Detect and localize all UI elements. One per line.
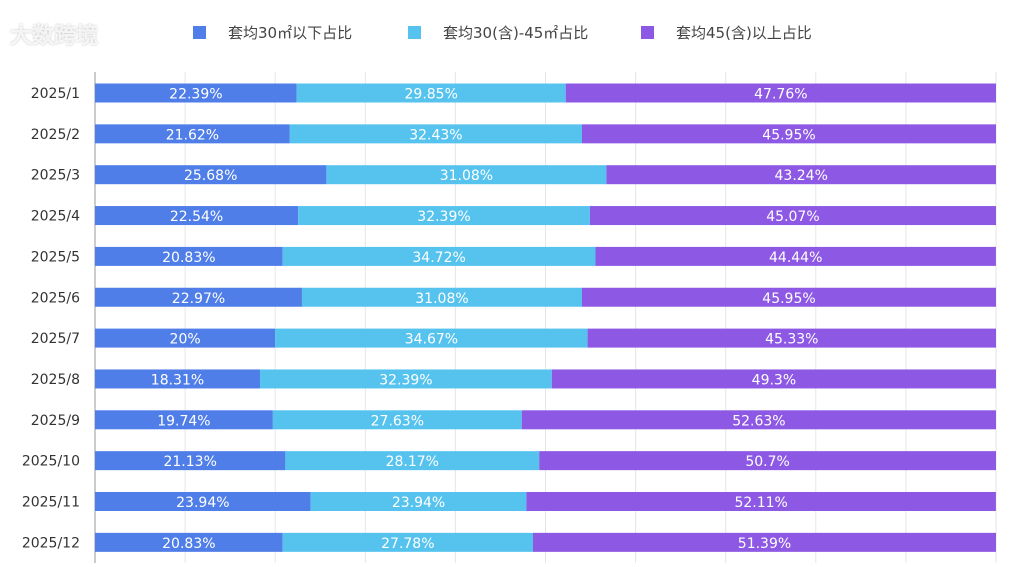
watermark: 大数跨境 (10, 24, 99, 49)
data-label: 32.43% (409, 127, 462, 143)
data-label: 29.85% (405, 87, 458, 103)
data-label: 49.3% (752, 372, 796, 388)
y-tick-label: 2025/1 (31, 86, 80, 102)
bar-segment (565, 83, 996, 103)
y-tick-label: 2025/10 (22, 454, 80, 470)
data-label: 32.39% (379, 372, 432, 388)
bar-segment (298, 206, 590, 226)
bar-segment (95, 206, 299, 226)
data-label: 25.68% (184, 168, 237, 184)
bar-segment (95, 124, 290, 144)
bar-segment (301, 287, 582, 307)
bar-segment (95, 492, 311, 511)
y-tick-label: 2025/11 (22, 495, 80, 511)
data-label: 43.24% (775, 168, 828, 184)
data-label: 45.33% (765, 332, 818, 348)
legend-swatch (408, 26, 421, 39)
bar-segment (581, 124, 996, 144)
bar-segment (95, 328, 276, 348)
data-label: 27.78% (381, 536, 434, 552)
bar-segment (587, 328, 996, 348)
bar-segment (259, 369, 552, 389)
data-label: 22.54% (170, 209, 223, 225)
legend-item[interactable]: 套均30㎡以下占比 (193, 22, 352, 43)
bar-segment (95, 369, 260, 389)
data-label: 45.07% (766, 209, 819, 225)
bar-segment (296, 83, 566, 103)
bar-segment (95, 165, 327, 185)
data-label: 18.31% (151, 372, 204, 388)
y-tick-label: 2025/8 (31, 372, 80, 388)
bar-segment (275, 328, 588, 348)
data-label: 31.08% (440, 168, 493, 184)
bar-segment (95, 246, 283, 266)
legend-swatch (641, 26, 654, 39)
data-label: 34.67% (405, 332, 458, 348)
bar-segment (310, 492, 527, 511)
legend-label: 套均30㎡以下占比 (228, 24, 353, 42)
bar-segment (282, 246, 596, 266)
bar-segment (282, 532, 533, 552)
data-label: 45.95% (762, 127, 815, 143)
data-label: 34.72% (412, 250, 465, 266)
data-label: 20.83% (162, 536, 215, 552)
bar-segment (589, 206, 996, 226)
bar-segment (551, 369, 996, 389)
bar-segment (285, 451, 540, 471)
legend-item[interactable]: 套均30(含)-45㎡占比 (408, 22, 588, 43)
y-tick-label: 2025/5 (31, 249, 80, 265)
data-label: 50.7% (745, 454, 789, 470)
bar-segment (606, 165, 996, 185)
legend-label: 套均30(含)-45㎡占比 (443, 24, 589, 42)
bar-segment (95, 410, 273, 430)
data-label: 45.95% (762, 291, 815, 307)
bar-segment (539, 451, 996, 471)
data-label: 47.76% (754, 87, 807, 103)
data-label: 23.94% (176, 495, 229, 511)
data-label: 28.17% (386, 454, 439, 470)
data-label: 22.39% (169, 87, 222, 103)
data-label: 44.44% (769, 250, 822, 266)
data-label: 23.94% (392, 495, 445, 511)
bar-segment (95, 451, 286, 471)
bar-segment (326, 165, 607, 185)
bar-segment (581, 287, 996, 307)
data-label: 20.83% (162, 250, 215, 266)
bar-segment (532, 532, 996, 552)
y-tick-label: 2025/4 (31, 209, 80, 225)
bar-segment (526, 492, 996, 511)
legend: 套均30㎡以下占比 套均30(含)-45㎡占比 套均45(含)以上占比 (0, 22, 1029, 46)
data-label: 52.11% (734, 495, 787, 511)
legend-item[interactable]: 套均45(含)以上占比 (641, 22, 812, 43)
bar-segment (289, 124, 582, 144)
y-tick-label: 2025/7 (31, 331, 80, 347)
data-label: 21.62% (166, 127, 219, 143)
y-tick-label: 2025/3 (31, 168, 80, 184)
data-label: 22.97% (172, 291, 225, 307)
bar-segment (95, 287, 302, 307)
y-tick-label: 2025/9 (31, 413, 80, 429)
legend-swatch (193, 26, 206, 39)
bar-segment (95, 83, 297, 103)
bar-segment (521, 410, 996, 430)
bar-segment (595, 246, 996, 266)
y-tick-label: 2025/6 (31, 290, 80, 306)
y-tick-label: 2025/2 (31, 127, 80, 143)
legend-label: 套均45(含)以上占比 (676, 24, 812, 42)
data-label: 31.08% (415, 291, 468, 307)
data-label: 32.39% (417, 209, 470, 225)
data-label: 20% (170, 332, 201, 348)
data-label: 27.63% (371, 413, 424, 429)
y-tick-label: 2025/12 (22, 535, 80, 551)
bar-segment (95, 532, 283, 552)
data-label: 51.39% (738, 536, 791, 552)
data-label: 21.13% (163, 454, 216, 470)
data-label: 19.74% (157, 413, 210, 429)
data-label: 52.63% (732, 413, 785, 429)
bar-segment (272, 410, 522, 430)
